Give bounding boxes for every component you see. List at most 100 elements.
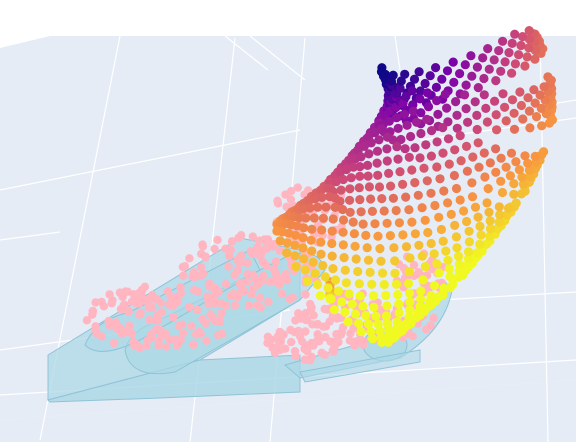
plasma-point xyxy=(402,120,412,130)
plasma-point xyxy=(452,243,462,253)
plasma-point xyxy=(455,131,465,141)
pink-point xyxy=(346,329,355,338)
plasma-point xyxy=(452,123,462,133)
plasma-point xyxy=(374,182,385,192)
pink-point xyxy=(82,316,92,325)
plasma-point xyxy=(470,97,480,107)
plasma-point xyxy=(422,88,433,98)
pink-point xyxy=(268,242,277,251)
plasma-point xyxy=(338,227,348,237)
plasma-point xyxy=(523,93,533,103)
plasma-point xyxy=(432,259,442,269)
plasma-point xyxy=(410,143,420,153)
plasma-point xyxy=(398,230,408,240)
plasma-point xyxy=(307,246,317,256)
plasma-point xyxy=(451,232,461,242)
plasma-point xyxy=(393,123,403,133)
plasma-point xyxy=(485,231,495,241)
plasma-point xyxy=(305,203,315,213)
plasma-point xyxy=(362,243,372,253)
plasma-point xyxy=(472,110,482,120)
plasma-point xyxy=(330,202,340,212)
plasma-point xyxy=(416,294,426,304)
plasma-point xyxy=(480,172,490,182)
plasma-point xyxy=(500,102,510,112)
plasma-point xyxy=(401,91,411,102)
plasma-point xyxy=(498,36,508,46)
plasma-point xyxy=(308,257,318,267)
plasma-point xyxy=(348,217,358,227)
pink-point xyxy=(142,295,152,304)
plasma-point xyxy=(373,231,383,241)
plasma-point xyxy=(522,52,532,62)
plasma-point xyxy=(339,253,349,263)
pink-point xyxy=(235,258,244,268)
pink-point xyxy=(226,291,235,301)
plasma-point xyxy=(422,114,432,124)
plasma-point xyxy=(375,244,385,254)
pink-point xyxy=(224,262,233,271)
plasma-point xyxy=(405,253,415,263)
plasma-point xyxy=(373,170,383,180)
plasma-point xyxy=(433,109,443,119)
pink-point xyxy=(169,312,178,322)
plasma-point xyxy=(504,48,514,58)
plasma-point xyxy=(483,184,493,194)
pink-point xyxy=(239,286,249,296)
plasma-point xyxy=(417,251,427,261)
plasma-point xyxy=(442,66,453,76)
plasma-point xyxy=(436,224,446,235)
grid-line xyxy=(394,35,401,71)
plasma-point xyxy=(509,179,519,189)
plasma-point xyxy=(313,280,323,290)
plasma-point xyxy=(524,165,535,175)
plasma-point xyxy=(284,228,294,238)
plasma-point xyxy=(392,142,402,152)
plasma-point xyxy=(391,279,402,289)
pink-point xyxy=(145,315,154,325)
plasma-point xyxy=(388,193,398,203)
plasma-point xyxy=(491,110,501,120)
plasma-point xyxy=(496,176,506,186)
plasma-point xyxy=(476,230,486,240)
plasma-point xyxy=(420,262,430,272)
plasma-point xyxy=(448,57,458,67)
plasma-point xyxy=(329,305,339,315)
pink-point xyxy=(161,329,170,338)
plasma-point xyxy=(338,215,349,225)
plasma-point xyxy=(444,264,454,274)
plasma-point xyxy=(316,249,326,259)
plasma-point xyxy=(382,218,392,228)
pink-point xyxy=(121,287,130,296)
plasma-point xyxy=(525,123,535,133)
plasma-point xyxy=(299,254,309,264)
plasma-point xyxy=(413,190,423,200)
plasma-point xyxy=(327,251,337,261)
plasma-point xyxy=(401,319,411,329)
plasma-point xyxy=(381,290,391,300)
plasma-point xyxy=(317,192,327,202)
pink-point xyxy=(201,319,211,328)
pink-point xyxy=(174,321,184,330)
pink-point xyxy=(301,342,310,352)
plasma-point xyxy=(395,167,405,177)
pink-point xyxy=(287,337,296,347)
plasma-point xyxy=(482,239,492,249)
plasma-point xyxy=(407,217,417,227)
plasma-point xyxy=(366,138,376,148)
plasma-point xyxy=(491,76,501,86)
plasma-point xyxy=(363,319,374,329)
pink-point xyxy=(179,271,188,280)
plasma-point xyxy=(356,207,366,217)
plasma-point xyxy=(366,327,376,337)
plasma-point xyxy=(298,243,308,253)
plasma-point xyxy=(353,266,363,277)
plasma-point xyxy=(430,281,440,291)
plasma-point xyxy=(468,152,478,162)
plasma-point xyxy=(400,69,410,79)
plasma-point xyxy=(328,264,338,274)
plasma-point xyxy=(353,318,364,328)
plasma-point xyxy=(426,290,436,301)
